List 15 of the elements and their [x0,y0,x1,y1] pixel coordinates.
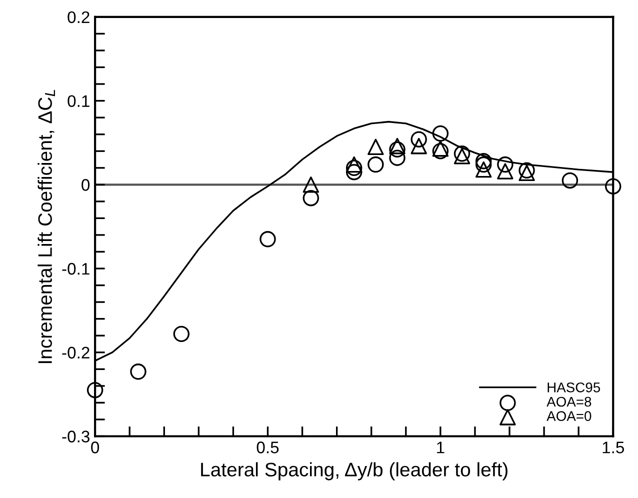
y-tick-label: -0.3 [62,430,90,442]
x-tick-label: 1.5 [602,442,624,454]
y-tick-label: 0 [82,179,90,191]
x-tick-label: 0 [91,442,100,454]
x-axis-title: Lateral Spacing, Δy/b (leader to left) [201,462,508,480]
y-axis-title: Incremental Lift Coefficient, ΔC$_{L}$ [38,90,55,364]
y-tick-label: 0.2 [68,11,90,24]
legend-label: AOA=8 [546,396,592,407]
x-tick-label: 1 [437,442,444,454]
legend-label: AOA=0 [546,411,592,422]
y-tick-label: -0.2 [62,346,90,359]
y-tick-label: 0.1 [68,95,90,107]
x-tick-label: 0.5 [256,442,279,454]
legend-label: HASC95 [548,382,600,392]
y-tick-label: -0.1 [62,262,90,275]
